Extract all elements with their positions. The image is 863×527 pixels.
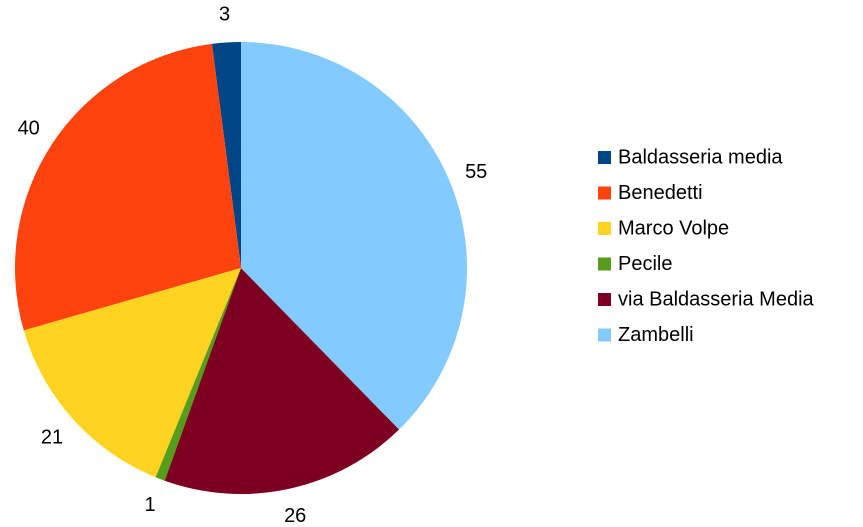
legend-swatch-pecile bbox=[598, 257, 611, 271]
data-label-marco-volpe: 21 bbox=[41, 427, 63, 449]
pie-slice-benedetti bbox=[14, 43, 241, 331]
data-label-baldasseria-media: 3 bbox=[219, 4, 230, 26]
legend-swatch-marco-volpe bbox=[598, 222, 611, 235]
legend: Baldasseria media Benedetti Marco Volpe Pec… bbox=[598, 147, 815, 346]
data-label-benedetti: 40 bbox=[18, 118, 40, 140]
legend-swatch-benedetti bbox=[598, 186, 611, 200]
pie-slice-marco-volpe bbox=[23, 268, 242, 478]
pie-slice-baldasseria-media bbox=[211, 42, 241, 268]
pie-slices bbox=[14, 42, 468, 495]
data-label-via-baldasseria-media: 26 bbox=[284, 505, 306, 522]
pie-slice-pecile bbox=[155, 268, 241, 481]
legend-swatch-baldasseria-media bbox=[598, 151, 611, 164]
pie-slice-via-baldasseria-media bbox=[164, 268, 400, 495]
data-label-zambelli: 55 bbox=[465, 161, 487, 183]
legend-label-benedetti: Benedetti bbox=[618, 182, 703, 204]
legend-label-zambelli: Zambelli bbox=[618, 324, 694, 346]
legend-label-marco-volpe: Marco Volpe bbox=[618, 218, 729, 240]
legend-swatch-via-baldasseria-media bbox=[598, 293, 611, 306]
data-label-pecile: 1 bbox=[145, 494, 156, 516]
legend-swatch-zambelli bbox=[598, 328, 611, 342]
legend-label-baldasseria-media: Baldasseria media bbox=[618, 147, 783, 169]
legend-label-pecile: Pecile bbox=[618, 253, 672, 275]
legend-label-via-baldasseria-media: via Baldasseria Media bbox=[618, 289, 815, 311]
pie-slice-zambelli bbox=[241, 42, 468, 430]
